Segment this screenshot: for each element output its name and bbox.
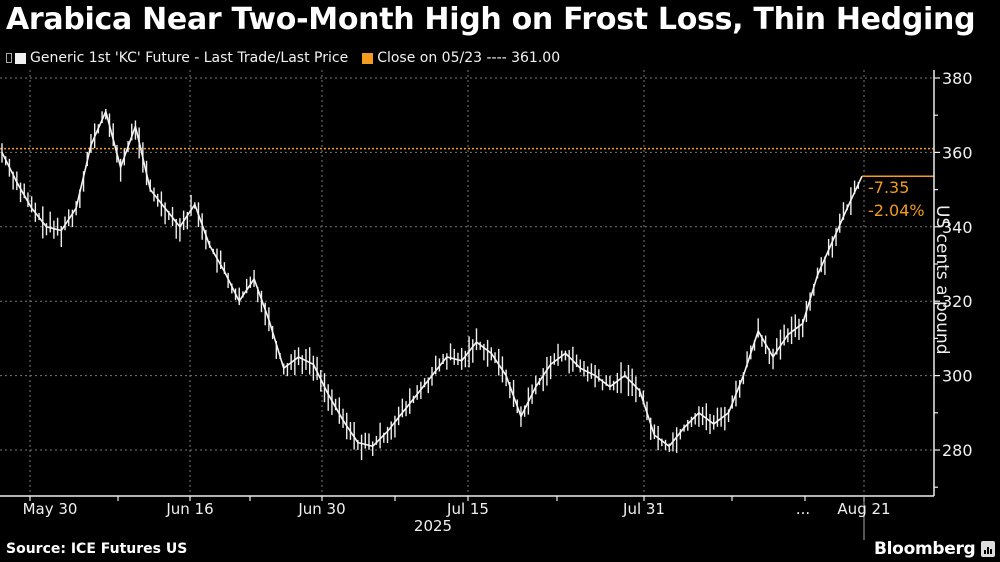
- change-value: -7.35: [868, 178, 909, 197]
- bloomberg-brand: Bloomberg: [874, 539, 996, 559]
- svg-text:Jun 30: Jun 30: [297, 500, 345, 518]
- svg-text:320: 320: [942, 292, 973, 311]
- svg-text:Aug 21: Aug 21: [837, 500, 890, 518]
- pin-icon[interactable]: [6, 53, 12, 63]
- brand-label: Bloomberg: [874, 539, 976, 559]
- gridlines: [0, 70, 934, 496]
- legend-close-label: Close on 05/23 ---- 361.00: [377, 50, 561, 66]
- legend-item-close[interactable]: Close on 05/23 ---- 361.00: [362, 50, 560, 66]
- svg-text:280: 280: [942, 441, 973, 460]
- x-axis-labels: May 30 Jun 16 Jun 30 Jul 15 Jul 31... Aug 21: [23, 500, 891, 518]
- legend: Generic 1st 'KC' Future - Last Trade/Las…: [6, 50, 574, 66]
- svg-text:Jul 15: Jul 15: [446, 500, 489, 518]
- svg-text:380: 380: [942, 69, 973, 88]
- change-percent: -2.04%: [868, 201, 925, 220]
- price-series: [1, 108, 863, 461]
- y-axis-labels: 280 300 320 340 360 380: [942, 69, 973, 460]
- svg-text:Jun 16: Jun 16: [165, 500, 213, 518]
- year-label: 2025: [414, 517, 452, 535]
- legend-item-series[interactable]: Generic 1st 'KC' Future - Last Trade/Las…: [15, 50, 348, 66]
- svg-text:360: 360: [942, 143, 973, 162]
- bloomberg-logo-icon: [981, 541, 996, 557]
- svg-text:340: 340: [942, 218, 973, 237]
- chart-title: Arabica Near Two-Month High on Frost Los…: [6, 2, 976, 37]
- svg-text:Jul 31: Jul 31: [622, 500, 665, 518]
- svg-text:May 30: May 30: [23, 500, 78, 518]
- y-axis-title: US cents a pound: [932, 205, 952, 355]
- svg-text:...: ...: [796, 500, 810, 518]
- axes: [0, 70, 940, 540]
- source-note: Source: ICE Futures US: [6, 541, 188, 557]
- legend-series-label: Generic 1st 'KC' Future - Last Trade/Las…: [30, 50, 349, 66]
- legend-swatch-white: [15, 52, 26, 64]
- svg-text:300: 300: [942, 367, 973, 386]
- legend-swatch-orange: [362, 52, 374, 64]
